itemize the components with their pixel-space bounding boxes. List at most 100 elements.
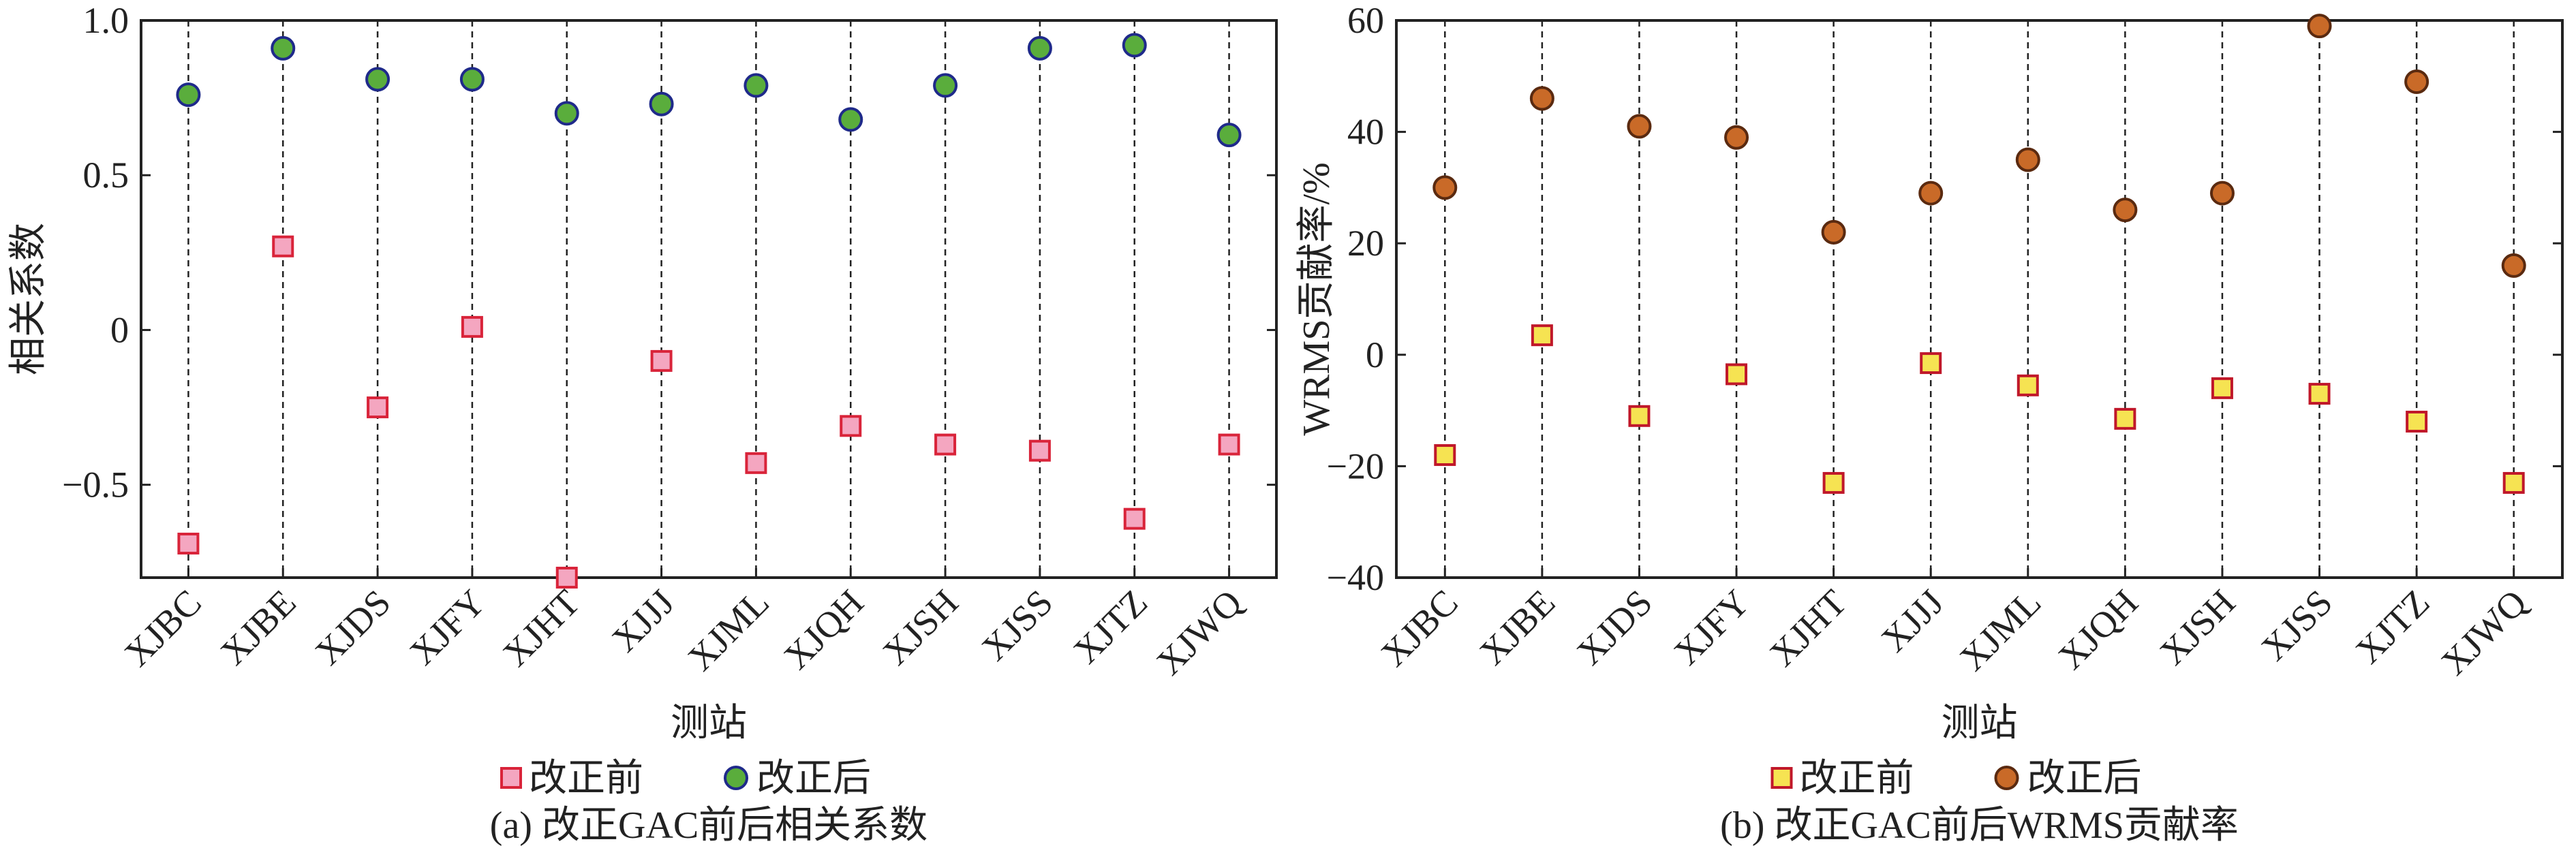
point-series-1-xjss xyxy=(2308,383,2331,405)
point-series-1-xjbc xyxy=(177,533,200,555)
point-series-2-xjsh xyxy=(933,73,958,98)
y-tick-label: 40 xyxy=(1347,112,1384,153)
point-series-2-xjht xyxy=(554,101,579,126)
x-tick-label: XJML xyxy=(1952,582,2049,678)
point-series-1-xjfy xyxy=(1726,363,1748,386)
point-series-2-xjbe xyxy=(271,35,296,61)
x-tick-label: XJTZ xyxy=(2348,582,2438,672)
point-series-2-xjss xyxy=(1027,35,1052,61)
x-tick-label: XJFY xyxy=(402,582,493,673)
point-series-1-xjqh xyxy=(840,415,862,437)
x-tick-label: XJTZ xyxy=(1066,582,1156,672)
plot-frame xyxy=(1395,19,2564,579)
legend-label-before: 改正前 xyxy=(1800,757,1914,800)
y-tick-label: 1.0 xyxy=(83,0,129,41)
y-tick-label: 60 xyxy=(1347,0,1384,41)
x-tick-label: XJHT xyxy=(495,582,587,674)
x-tick-label: XJBC xyxy=(1373,582,1466,674)
point-series-2-xjml xyxy=(743,73,769,98)
x-tick-label: XJSH xyxy=(875,582,966,673)
point-series-2-xjbc xyxy=(176,82,201,108)
point-series-2-xjss xyxy=(2307,14,2332,39)
legend-marker-after xyxy=(1994,766,2019,790)
x-tick-label: XJWQ xyxy=(1149,582,1250,683)
point-series-1-xjsh xyxy=(2211,377,2233,399)
x-tick-label: XJJJ xyxy=(604,582,682,660)
point-series-2-xjds xyxy=(1627,114,1652,139)
x-tick-label: XJDS xyxy=(1569,582,1660,673)
y-tick-label: 0.5 xyxy=(83,155,129,195)
point-series-2-xjtz xyxy=(1122,33,1147,58)
point-series-2-xjsh xyxy=(2209,181,2235,206)
point-series-2-xjht xyxy=(1821,219,1846,245)
y-axis-label: 相关系数 xyxy=(7,223,50,375)
point-series-2-xjfy xyxy=(1724,125,1749,150)
chart-caption: (a) 改正GAC前后相关系数 xyxy=(490,804,927,847)
chart-panel-a: 1.0 0.5 0 −0.5 XJBC XJBE XJDS XJFY XJHT XJJJ XJML X… xyxy=(7,0,1278,847)
x-axis-label: 测站 xyxy=(1942,702,2018,745)
point-series-1-xjbe xyxy=(1531,324,1553,347)
point-series-2-xjwq xyxy=(1216,123,1242,148)
y-axis-label: WRMS贡献率/% xyxy=(1295,162,1338,435)
x-tick-label: XJML xyxy=(680,582,777,678)
point-series-2-xjtz xyxy=(2404,69,2429,94)
point-series-1-xjjj xyxy=(650,349,673,372)
legend-label-before: 改正前 xyxy=(529,757,643,800)
x-tick-label: XJFY xyxy=(1666,582,1758,673)
point-series-1-xjwq xyxy=(1218,433,1240,456)
x-tick-label: XJSS xyxy=(974,582,1060,668)
point-series-2-xjjj xyxy=(1918,181,1944,206)
x-tick-label: XJQH xyxy=(2051,582,2146,677)
point-series-1-xjtz xyxy=(2406,410,2428,433)
point-series-2-xjqh xyxy=(838,107,863,132)
plot-frame xyxy=(140,19,1278,579)
x-tick-label: XJWQ xyxy=(2434,582,2534,683)
point-series-1-xjds xyxy=(1628,405,1651,427)
legend-label-after: 改正后 xyxy=(756,757,871,800)
point-series-1-xjbc xyxy=(1434,444,1456,467)
x-tick-label: XJQH xyxy=(776,582,872,677)
point-series-2-xjjj xyxy=(649,91,674,116)
point-series-2-xjds xyxy=(365,67,390,92)
point-series-1-xjfy xyxy=(461,315,483,338)
x-axis-label: 测站 xyxy=(671,702,747,745)
legend-marker-after xyxy=(724,766,748,790)
point-series-2-xjwq xyxy=(2501,253,2526,278)
chart-caption: (b) 改正GAC前后WRMS贡献率 xyxy=(1720,804,2239,847)
x-tick-label: XJBE xyxy=(1472,582,1563,673)
legend-marker-before xyxy=(500,767,522,789)
chart-panel-b: 60 40 20 0 −20 −40 XJBC XJBE XJDS XJFY XJHT XJJJ XJM… xyxy=(1288,0,2576,861)
point-series-1-xjwq xyxy=(2502,471,2525,494)
y-tick-label: −0.5 xyxy=(62,465,129,505)
legend-marker-before xyxy=(1770,767,1793,789)
point-series-1-xjml xyxy=(745,452,767,474)
point-series-1-xjml xyxy=(2017,374,2039,396)
point-series-1-xjjj xyxy=(1920,352,1942,375)
point-series-1-xjbe xyxy=(272,235,294,257)
x-tick-label: XJBE xyxy=(213,582,304,673)
x-tick-label: XJSS xyxy=(2254,582,2340,668)
point-series-1-xjsh xyxy=(934,433,957,456)
x-tick-label: XJJJ xyxy=(1873,582,1952,660)
y-tick-label: 0 xyxy=(1366,334,1384,375)
point-series-1-xjht xyxy=(1822,471,1845,494)
point-series-2-xjml xyxy=(2015,147,2040,172)
x-tick-label: XJDS xyxy=(307,582,399,673)
x-tick-label: XJBC xyxy=(117,582,209,674)
x-tick-label: XJSH xyxy=(2152,582,2243,673)
point-series-1-xjtz xyxy=(1123,507,1146,530)
y-tick-label: −20 xyxy=(1327,445,1384,486)
y-tick-label: 20 xyxy=(1347,223,1384,264)
point-series-2-xjfy xyxy=(459,67,485,92)
point-series-1-xjds xyxy=(367,396,389,419)
point-series-2-xjbc xyxy=(1432,175,1458,200)
point-series-1-xjqh xyxy=(2114,407,2136,430)
point-series-2-xjbe xyxy=(1529,86,1554,111)
y-tick-label: −40 xyxy=(1327,557,1384,598)
point-series-1-xjht xyxy=(555,567,578,589)
point-series-2-xjqh xyxy=(2113,198,2138,223)
y-tick-label: 0 xyxy=(110,309,129,350)
x-tick-label: XJHT xyxy=(1762,582,1854,674)
